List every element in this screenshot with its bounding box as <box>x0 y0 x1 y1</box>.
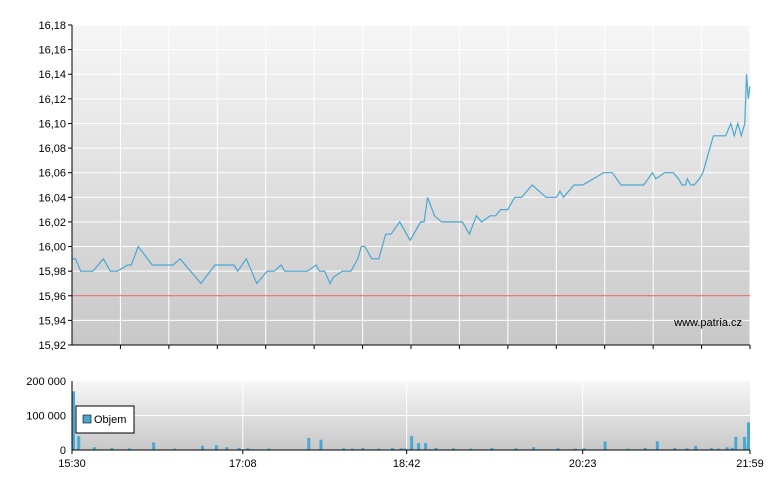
volume-bar <box>410 436 414 450</box>
volume-bar <box>342 448 346 450</box>
volume-bar <box>730 447 734 450</box>
volume-bar <box>694 445 698 450</box>
volume-bar <box>361 447 365 450</box>
price-y-tick-label: 16,18 <box>38 20 66 32</box>
volume-bar <box>747 422 750 450</box>
volume-bar <box>673 447 677 450</box>
price-y-tick-label: 16,00 <box>38 242 66 254</box>
price-y-tick-label: 16,08 <box>38 143 66 155</box>
volume-bar <box>173 448 177 450</box>
volume-bar <box>77 436 81 450</box>
volume-y-tick-label: 100 000 <box>26 411 66 423</box>
volume-bar <box>532 447 536 450</box>
volume-bar <box>709 447 713 450</box>
volume-bar <box>319 439 323 450</box>
volume-x-tick-label: 15:30 <box>58 458 86 470</box>
volume-bar <box>200 445 204 450</box>
volume-bar <box>390 447 394 450</box>
volume-bar <box>246 448 250 450</box>
price-y-tick-label: 16,06 <box>38 168 66 180</box>
volume-bar <box>451 448 455 450</box>
legend-swatch <box>82 414 92 424</box>
volume-bar <box>403 448 407 450</box>
price-y-axis: 16,18 16,16 16,14 16,12 16,10 16,08 16,06 16,04… <box>38 20 72 352</box>
price-y-tick-label: 16,04 <box>38 192 66 204</box>
volume-bar <box>237 447 241 450</box>
price-x-ticks <box>119 345 751 349</box>
price-y-tick-label: 15,98 <box>38 266 66 278</box>
legend-label: Objem <box>94 414 126 426</box>
volume-bar <box>307 437 311 450</box>
volume-bar <box>267 448 271 450</box>
volume-bar <box>434 447 438 450</box>
volume-bar <box>643 447 647 450</box>
price-grid <box>72 24 751 346</box>
volume-x-tick-label: 21:59 <box>736 458 764 470</box>
volume-bar <box>469 448 473 450</box>
volume-bar <box>92 447 96 450</box>
price-y-tick-label: 15,92 <box>38 340 66 352</box>
volume-bar <box>377 448 381 450</box>
volume-bar <box>417 443 421 450</box>
volume-bar <box>734 436 738 450</box>
volume-y-tick-label: 200 000 <box>26 376 66 388</box>
volume-bar <box>225 447 229 450</box>
volume-bar <box>556 448 560 450</box>
volume-bar <box>350 448 354 450</box>
volume-bar <box>573 448 577 450</box>
volume-legend: Objem <box>75 405 135 434</box>
price-y-tick-label: 15,96 <box>38 291 66 303</box>
price-y-tick-label: 16,16 <box>38 45 66 57</box>
volume-y-tick-label: 0 <box>60 445 66 457</box>
volume-bar <box>725 447 729 450</box>
volume-bar <box>399 448 403 450</box>
volume-bar <box>514 448 518 450</box>
volume-x-tick-label: 17:08 <box>229 458 257 470</box>
volume-bar <box>214 445 218 450</box>
price-y-tick-label: 16,10 <box>38 118 66 130</box>
volume-bar <box>72 391 75 450</box>
volume-bar <box>110 447 114 450</box>
volume-bar <box>716 448 720 450</box>
volume-bars <box>72 391 750 450</box>
volume-bar <box>127 448 131 450</box>
volume-bar <box>655 441 659 450</box>
volume-bar <box>685 448 689 450</box>
volume-bar <box>152 442 156 450</box>
volume-bar <box>626 448 630 450</box>
volume-bar <box>582 448 586 450</box>
volume-bar <box>490 447 494 450</box>
price-y-tick-label: 16,02 <box>38 217 66 229</box>
watermark: www.patria.cz <box>673 317 742 329</box>
price-y-tick-label: 16,14 <box>38 69 66 81</box>
volume-y-axis: 200 000 100 000 0 <box>26 376 66 457</box>
price-series-line <box>72 74 751 285</box>
volume-x-tick-label: 20:23 <box>569 458 597 470</box>
volume-bar <box>603 441 607 450</box>
volume-x-axis: 15:30 17:08 18:42 20:23 21:59 <box>58 450 764 470</box>
volume-bar <box>743 436 747 450</box>
volume-bar <box>424 443 428 450</box>
volume-x-tick-label: 18:42 <box>393 458 421 470</box>
price-y-tick-label: 16,12 <box>38 94 66 106</box>
price-y-tick-label: 15,94 <box>38 315 66 327</box>
